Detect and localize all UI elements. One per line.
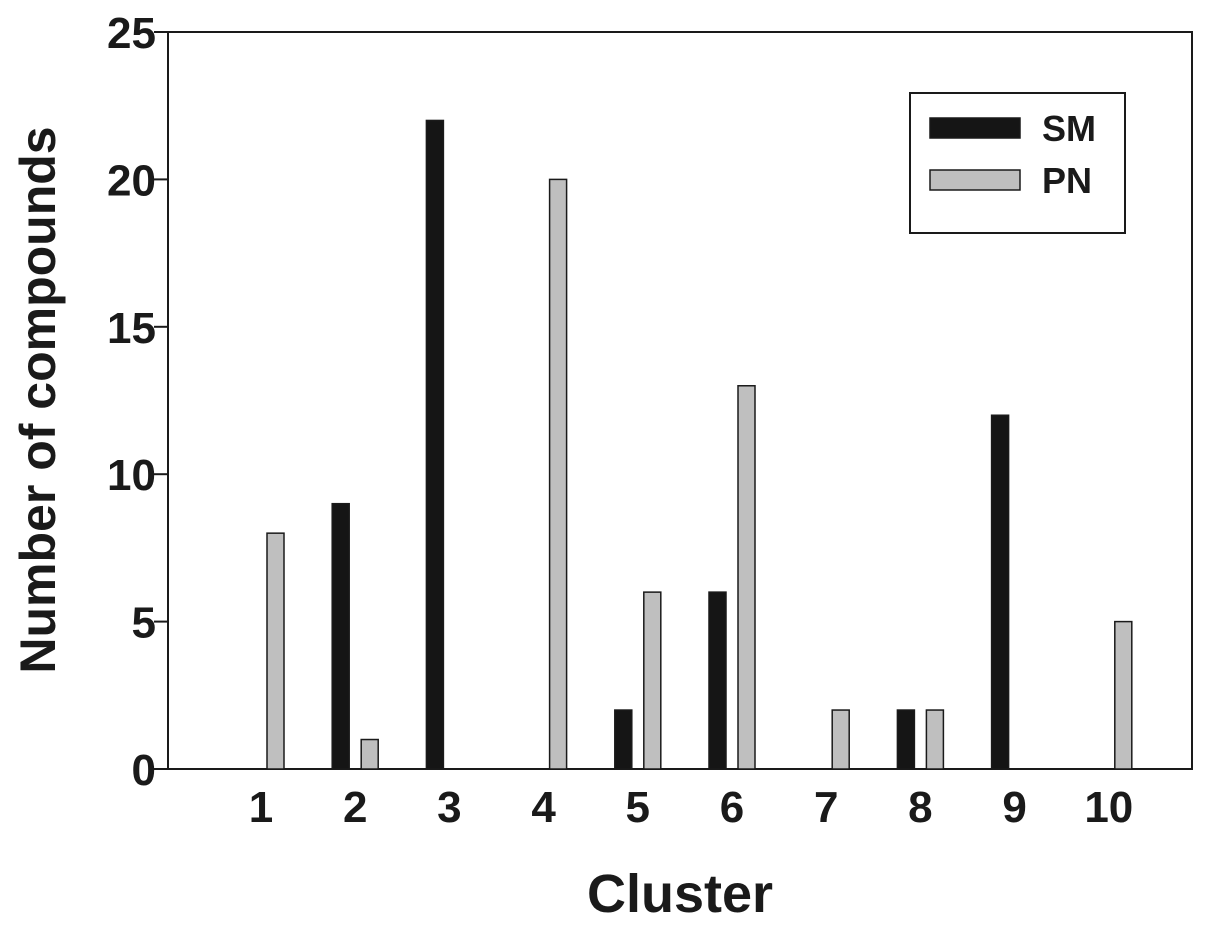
y-axis-label: Number of compounds xyxy=(10,126,66,673)
bar-sm-6 xyxy=(708,591,727,770)
bar-sm-9 xyxy=(990,414,1010,770)
legend-label-sm: SM xyxy=(1042,108,1096,149)
x-tick-label: 9 xyxy=(1002,783,1026,832)
x-axis-label: Cluster xyxy=(587,864,773,924)
bar-pn-2 xyxy=(360,738,379,770)
x-tick-label: 5 xyxy=(626,783,650,832)
x-tick-label: 4 xyxy=(531,783,556,832)
bars xyxy=(266,119,1133,770)
bar-pn-7 xyxy=(831,709,850,770)
legend-box xyxy=(909,92,1126,234)
y-tick-label: 15 xyxy=(107,304,156,353)
x-tick-label: 2 xyxy=(343,783,367,832)
bar-pn-8 xyxy=(925,709,945,770)
bar-pn-5 xyxy=(643,591,662,770)
bar-sm-8 xyxy=(896,709,916,770)
y-tick-label: 5 xyxy=(132,599,156,648)
x-tick-label: 3 xyxy=(437,783,461,832)
bar-pn-1 xyxy=(266,532,285,770)
y-tick-label: 0 xyxy=(132,746,156,795)
bar-sm-2 xyxy=(331,502,350,770)
bar-pn-4 xyxy=(548,178,568,770)
bar-sm-3 xyxy=(425,119,445,770)
x-tick-label: 6 xyxy=(720,783,744,832)
x-tick-label: 8 xyxy=(908,783,932,832)
bar-pn-6 xyxy=(737,385,756,770)
legend-label-pn: PN xyxy=(1042,160,1092,201)
x-tick-label: 1 xyxy=(249,783,273,832)
y-tick-label: 20 xyxy=(107,156,156,205)
legend: SM PN xyxy=(909,92,1126,234)
x-tick-label: 10 xyxy=(1084,783,1133,832)
legend-swatch-pn xyxy=(929,169,1021,191)
bar-sm-5 xyxy=(614,709,633,770)
y-axis: 0 5 10 15 20 25 xyxy=(107,9,168,795)
y-tick-label: 25 xyxy=(107,9,156,58)
legend-swatch-sm xyxy=(929,117,1021,139)
x-tick-label: 7 xyxy=(814,783,838,832)
bar-pn-10 xyxy=(1114,620,1133,770)
y-tick-label: 10 xyxy=(107,451,156,500)
x-axis: 1 2 3 4 5 6 7 8 9 10 xyxy=(249,783,1134,832)
